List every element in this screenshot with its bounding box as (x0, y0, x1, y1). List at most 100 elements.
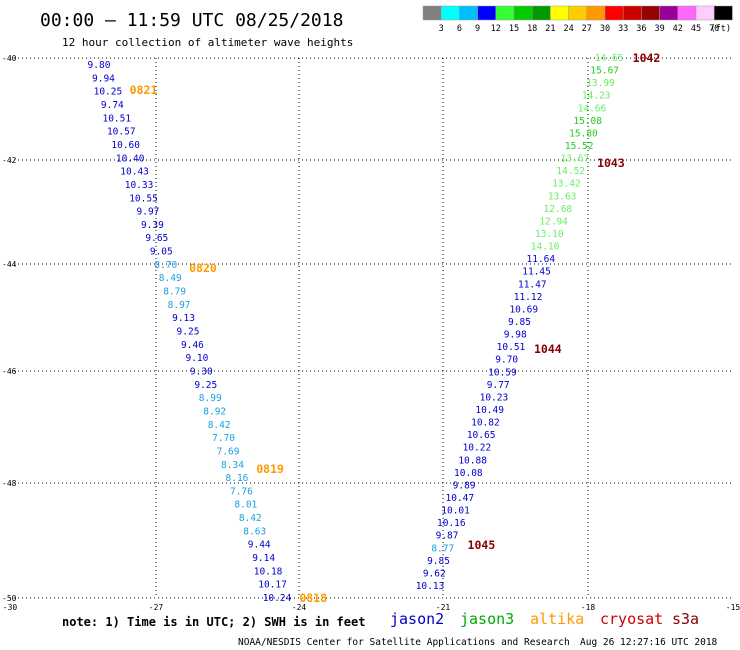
pass-time-label: 0820 (189, 261, 217, 275)
color-swatch (568, 5, 588, 21)
color-scale-unit: (ft) (711, 24, 731, 34)
color-scale-tick: 36 (636, 24, 646, 34)
color-scale-tick: 42 (673, 24, 683, 34)
lon-tick-label: -18 (581, 603, 596, 612)
legend-entry-s3a: s3a (672, 610, 699, 628)
swh-value: 10.59 (488, 367, 517, 378)
lat-tick-label: -42 (2, 156, 17, 165)
swh-value: 7.69 (217, 446, 240, 457)
swh-value: 10.22 (463, 443, 492, 454)
pass-time-label: 0821 (130, 83, 158, 97)
swh-value: 7.70 (212, 433, 235, 444)
color-scale-tick: 18 (527, 24, 537, 34)
swh-value: 13.10 (535, 229, 564, 240)
swh-value: 14.66 (578, 103, 607, 114)
legend-entry-altika: altika (530, 610, 584, 628)
color-swatch (422, 5, 442, 21)
swh-value: 15.67 (590, 66, 619, 77)
color-swatch (695, 5, 715, 21)
swh-value: 13.42 (552, 179, 581, 190)
color-scale-tick: 9 (475, 24, 480, 34)
swh-value: 9.74 (101, 100, 124, 111)
lon-tick-label: -15 (726, 603, 740, 612)
swh-value: 8.42 (208, 420, 231, 431)
color-scale-tick: 12 (491, 24, 501, 34)
swh-value: 9.05 (150, 247, 173, 258)
color-scale-tick: 27 (582, 24, 592, 34)
swh-value: 8.16 (226, 473, 249, 484)
swh-value: 10.55 (129, 193, 158, 204)
swh-value: 15.08 (573, 116, 602, 127)
map-grid: -40 -42 -44 -46 -48 -50-30 -27 -24 -21 -18 -15 (2, 54, 740, 612)
pass-time-label: 0818 (299, 591, 327, 605)
swh-value: 14.65 (595, 53, 624, 64)
swh-value: 10.57 (107, 127, 136, 138)
color-scale-tick: 33 (618, 24, 628, 34)
swh-value: 13.99 (586, 78, 615, 89)
swh-value: 9.77 (487, 380, 510, 391)
track-west: 9.80 9.94 10.25 9.74 10.51 10.57 10.60 10.40 10.… (88, 60, 328, 605)
color-scale-tick: 45 (691, 24, 701, 34)
swh-value: 10.51 (102, 113, 131, 124)
swh-value: 9.85 (508, 317, 531, 328)
swh-value: 11.12 (514, 292, 543, 303)
swh-value: 8.34 (221, 460, 244, 471)
lat-tick-label: -40 (2, 54, 17, 63)
color-swatch (531, 5, 551, 21)
swh-value: 9.65 (145, 233, 168, 244)
color-swatch (495, 5, 515, 21)
swh-value: 13.67 (561, 154, 590, 165)
lon-tick-label: -27 (149, 603, 164, 612)
swh-value: 10.17 (258, 580, 287, 591)
color-swatch (677, 5, 697, 21)
swh-value: 14.23 (582, 91, 611, 102)
color-swatch (622, 5, 642, 21)
swh-value: 8.97 (168, 300, 191, 311)
swh-value: 11.47 (518, 279, 547, 290)
lat-tick-label: -50 (2, 594, 17, 603)
pass-time-label: 1044 (534, 342, 562, 356)
swh-value: 10.40 (116, 153, 145, 164)
legend-entry-jason2: jason2 (390, 610, 444, 628)
swh-value: 10.33 (125, 180, 154, 191)
swh-value: 13.63 (548, 191, 577, 202)
lat-tick-label: -44 (2, 260, 17, 269)
swh-value: 9.97 (137, 207, 160, 218)
swh-value: 8.01 (234, 500, 257, 511)
swh-value: 8.42 (239, 513, 262, 524)
page-subtitle: 12 hour collection of altimeter wave hei… (62, 36, 353, 49)
legend-entry-jason3: jason3 (460, 610, 514, 628)
swh-value: 10.24 (263, 593, 292, 604)
color-swatch (604, 5, 624, 21)
swh-value: 10.01 (441, 506, 470, 517)
header: 00:00 – 11:59 UTC 08/25/2018 12 hour col… (40, 10, 353, 49)
swh-value: 10.47 (446, 493, 475, 504)
note-text: note: 1) Time is in UTC; 2) SWH is in fe… (62, 615, 365, 629)
swh-value: 10.16 (437, 518, 466, 529)
color-swatch (713, 5, 733, 21)
swh-value: 9.87 (436, 531, 459, 542)
color-scale-tick: 6 (457, 24, 462, 34)
color-swatch (641, 5, 660, 21)
swh-value: 9.80 (88, 60, 111, 71)
swh-value: 9.30 (190, 366, 213, 377)
lat-tick-label: -46 (2, 367, 17, 376)
swh-value: 10.49 (475, 405, 504, 416)
color-scale-tick: 24 (563, 24, 573, 34)
swh-value: 10.65 (467, 430, 496, 441)
color-swatch (477, 5, 497, 21)
swh-value: 10.25 (94, 87, 123, 98)
swh-value: 10.08 (454, 468, 483, 479)
swh-value: 8.77 (431, 543, 454, 554)
color-scale-tick: 70 (709, 24, 719, 34)
swh-value: 9.70 (495, 355, 518, 366)
pass-time-label: 1045 (468, 538, 496, 552)
swh-value: 10.23 (480, 392, 509, 403)
color-scale-tick: 15 (509, 24, 519, 34)
swh-value: 10.18 (254, 566, 283, 577)
color-swatch (459, 5, 478, 21)
page-title: 00:00 – 11:59 UTC 08/25/2018 (40, 10, 343, 31)
swh-value: 9.10 (185, 353, 208, 364)
swh-value: 8.99 (199, 393, 222, 404)
